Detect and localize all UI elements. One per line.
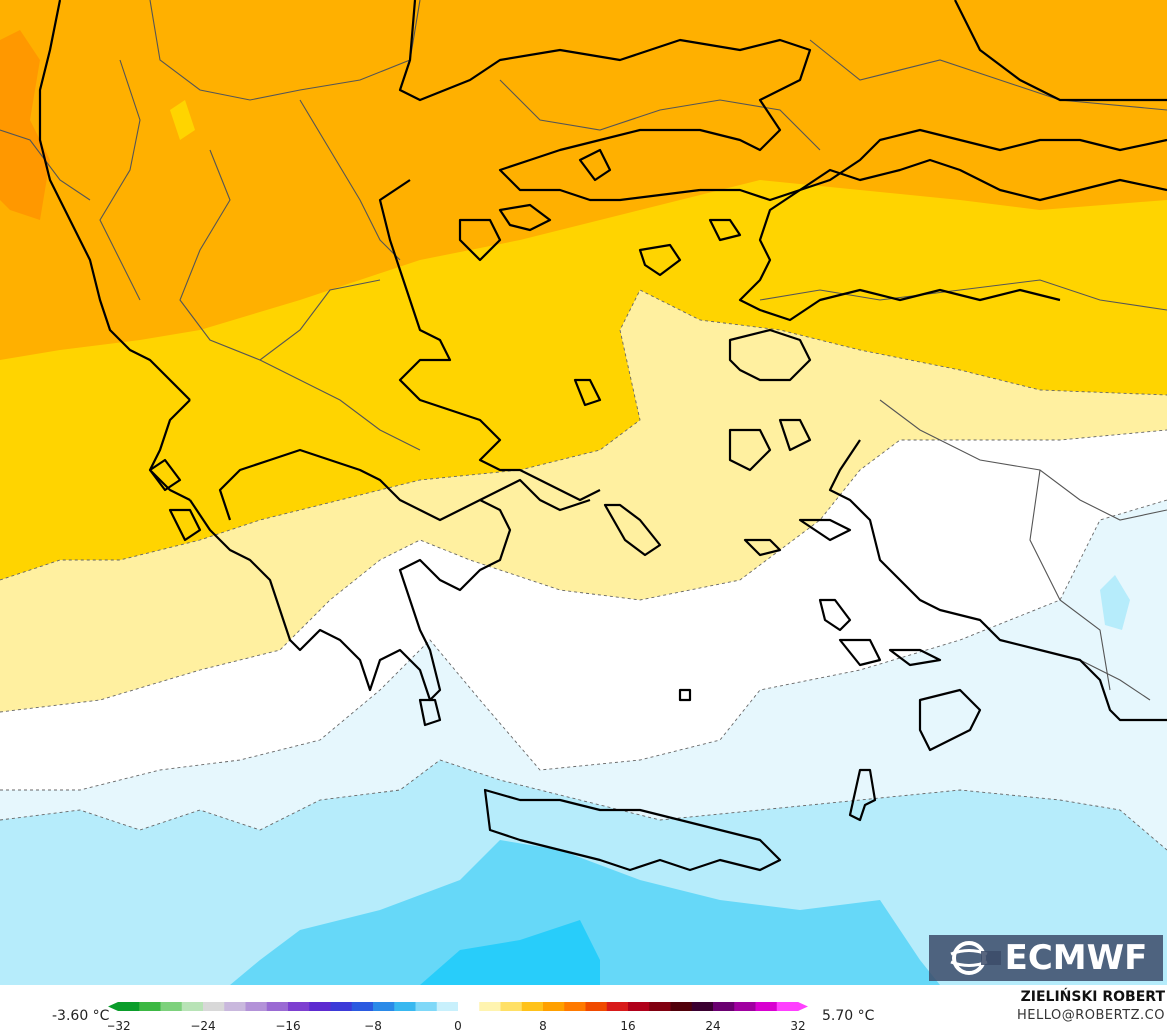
legend-swatch (564, 1002, 586, 1011)
ecmwf-logo: ECMWF (929, 935, 1163, 981)
legend-swatch (458, 1002, 480, 1011)
legend-min-value: -3.60 °C (52, 1008, 110, 1024)
band-patch-2 (170, 100, 195, 140)
legend-max-value: 5.70 °C (822, 1008, 875, 1024)
legend-swatch (330, 1002, 353, 1011)
legend-swatch (670, 1002, 693, 1011)
legend-swatch (585, 1002, 608, 1011)
legend-swatch (606, 1002, 629, 1011)
legend-tick-label: 8 (539, 1019, 547, 1033)
band-dark-orange (0, 30, 50, 220)
legend-swatch (691, 1002, 714, 1011)
legend-swatch (776, 1002, 799, 1011)
legend-swatch (734, 1002, 756, 1011)
legend-swatch (139, 1002, 161, 1011)
band-patch (1100, 575, 1130, 630)
ecmwf-mark-icon (950, 941, 1001, 975)
legend-swatch (351, 1002, 374, 1011)
legend-arrow-low (108, 1002, 118, 1011)
band-blue (230, 840, 940, 985)
legend-swatch (628, 1002, 650, 1011)
band-deep-blue (420, 920, 600, 985)
legend-tick-label: −24 (190, 1019, 215, 1033)
legend-swatch (245, 1002, 268, 1011)
color-scale-bar: −32 −24 −16 −8 0 8 16 24 32 (108, 1002, 808, 1033)
legend-swatch (224, 1002, 246, 1011)
legend-tick-label: −32 (108, 1019, 131, 1033)
legend-tick-label: 24 (705, 1019, 720, 1033)
ecmwf-logo-text: ECMWF (1004, 938, 1148, 978)
legend-swatch (373, 1002, 395, 1011)
temperature-map[interactable] (0, 0, 1167, 985)
legend-swatch (521, 1002, 544, 1011)
legend-swatch (118, 1002, 140, 1011)
legend-tick-label: 16 (620, 1019, 635, 1033)
legend-swatch (203, 1002, 225, 1011)
legend-swatch (543, 1002, 565, 1011)
legend-swatch (755, 1002, 778, 1011)
legend-swatch (649, 1002, 671, 1011)
author-email: HELLO@ROBERTZ.CO (1016, 1008, 1165, 1023)
legend-swatch (500, 1002, 523, 1011)
legend-swatch (713, 1002, 735, 1011)
legend-tick-label: 0 (454, 1019, 462, 1033)
legend-swatch (160, 1002, 183, 1011)
legend-arrow-high (798, 1002, 808, 1011)
legend-swatch (181, 1002, 204, 1011)
legend-swatch (479, 1002, 501, 1011)
legend-swatch (266, 1002, 289, 1011)
legend-swatch (415, 1002, 438, 1011)
legend-swatch (288, 1002, 310, 1011)
legend-swatch (436, 1002, 459, 1011)
map-canvas (0, 0, 1167, 985)
legend-tick-label: −8 (364, 1019, 382, 1033)
author-credit: ZIELIŃSKI ROBERT (1020, 989, 1165, 1005)
legend-tick-label: −16 (275, 1019, 300, 1033)
legend-swatch (309, 1002, 331, 1011)
legend-tick-label: 32 (790, 1019, 805, 1033)
legend-swatch (394, 1002, 416, 1011)
